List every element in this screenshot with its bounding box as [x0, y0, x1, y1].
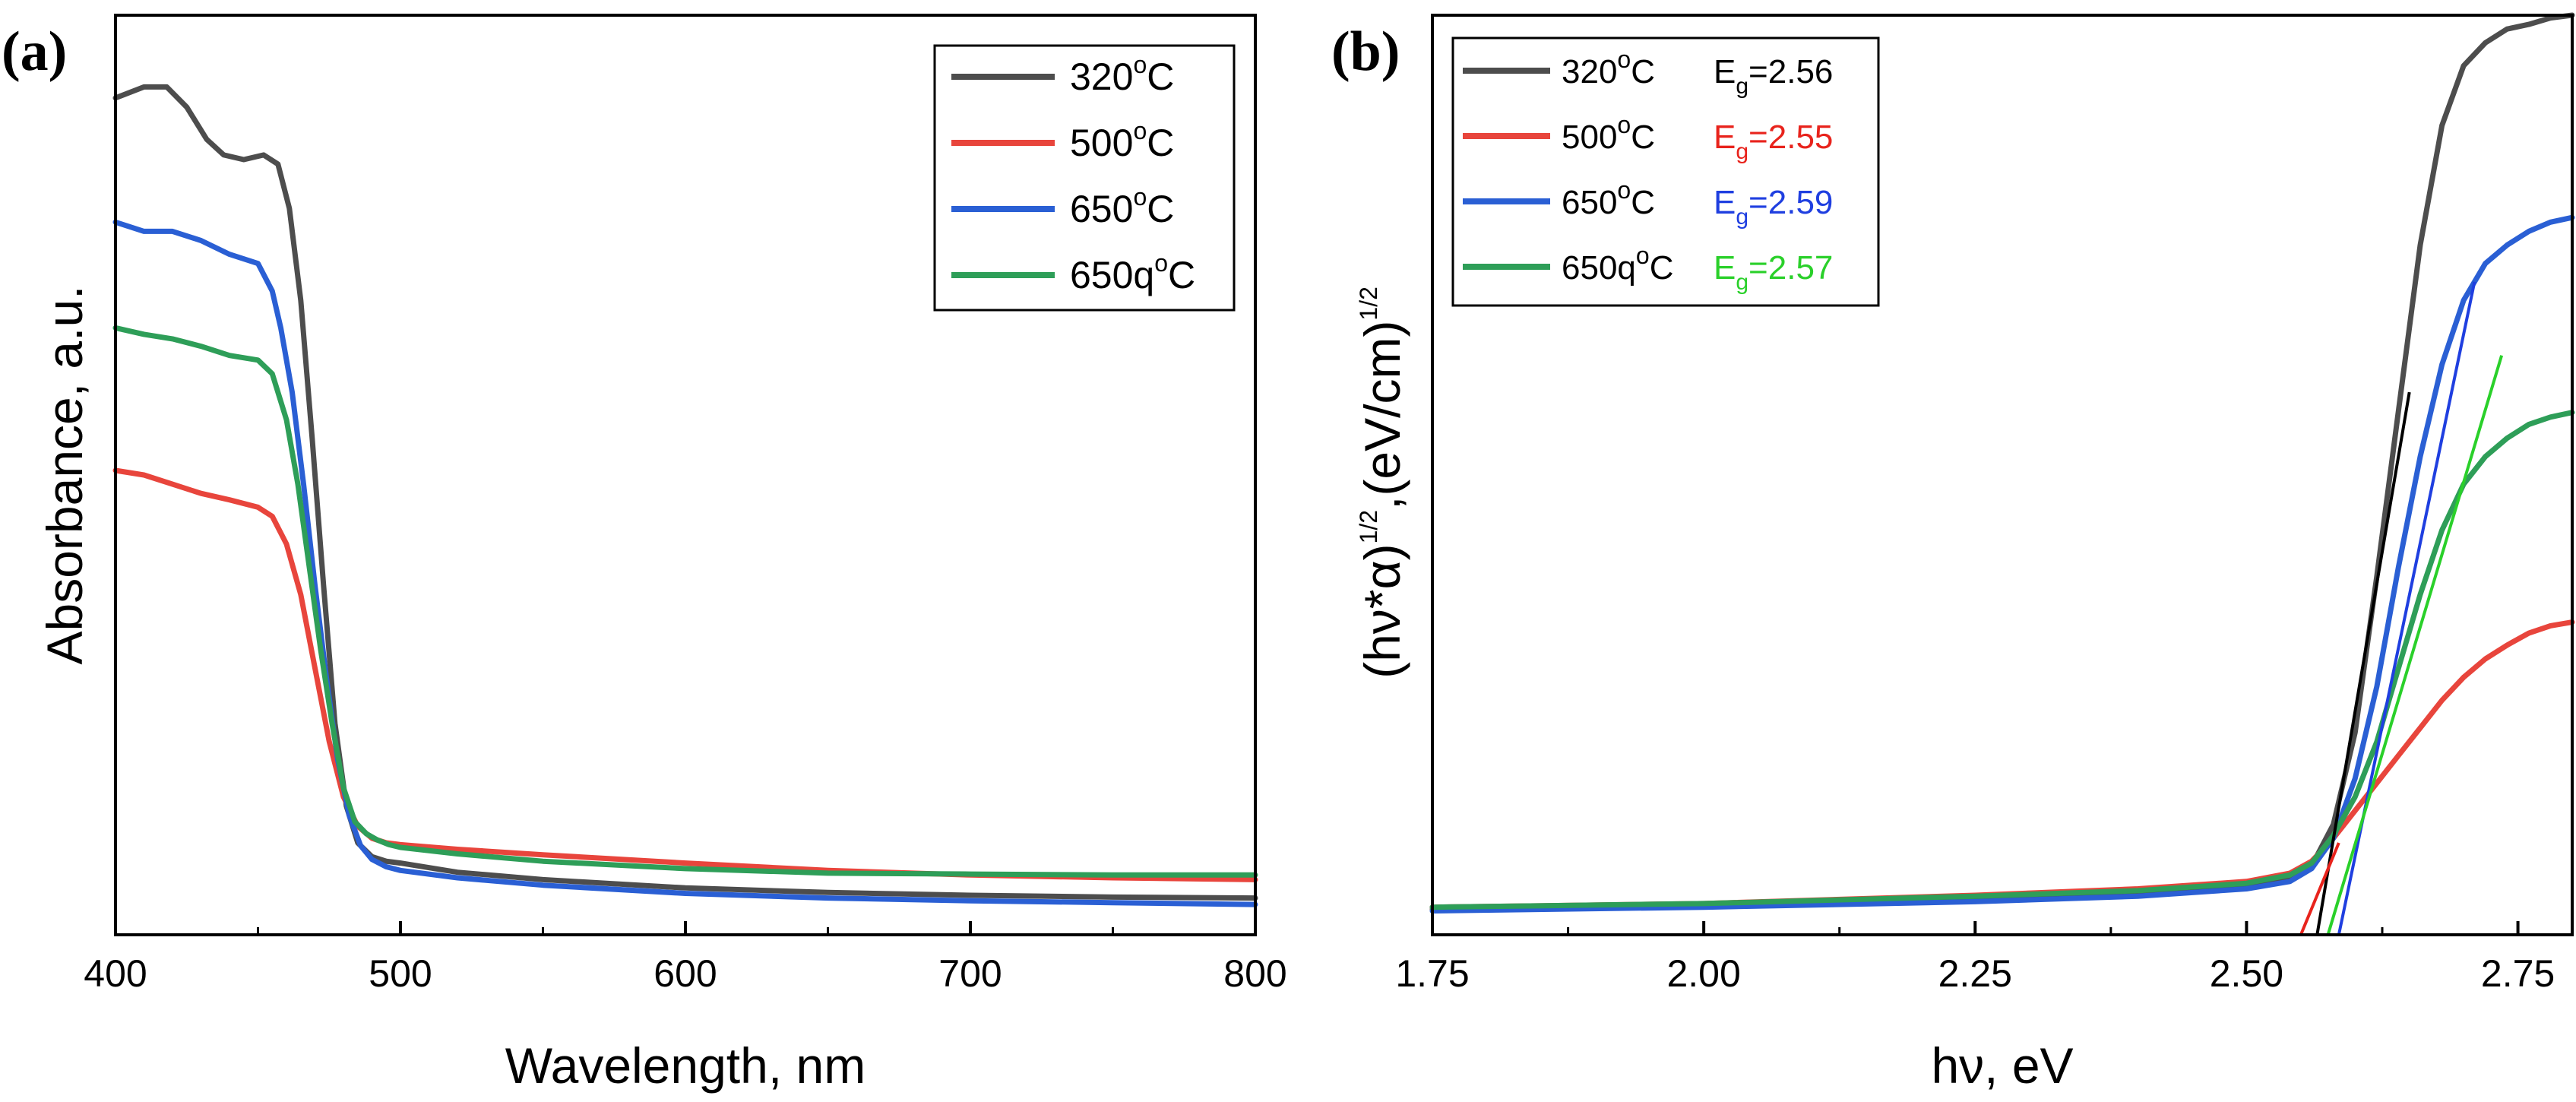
svg-text:320oC: 320oC — [1070, 51, 1174, 98]
legend-label-500-b: 500 — [1562, 119, 1617, 156]
panel-a-series-line-500 — [112, 467, 1258, 882]
eg-sub-320: g — [1736, 74, 1748, 99]
legend-degree-650: o — [1133, 183, 1147, 211]
panel-b-y-axis-title-main: (hν*α) — [1354, 543, 1410, 679]
eg-sub-500: g — [1736, 139, 1748, 164]
legend-unit-500-b: C — [1631, 119, 1655, 156]
panel-a-frame — [114, 14, 1257, 936]
legend-unit-500: C — [1147, 122, 1174, 164]
legend-entry-500: 500oC — [951, 117, 1174, 164]
svg-text:500oC: 500oC — [1562, 111, 1655, 156]
legend-entry-500-b: 500oC Eg=2.55 — [1463, 111, 1833, 164]
eg-value-650q: =2.57 — [1748, 249, 1833, 287]
legend-unit-320: C — [1147, 55, 1174, 98]
panel-a-series-line-650q — [112, 325, 1258, 878]
legend-entry-650q-b: 650qoC Eg=2.57 — [1463, 242, 1833, 295]
panel-a-x-tick-label-1: 500 — [369, 952, 432, 995]
panel-a-x-axis-title: Wavelength, nm — [505, 1037, 866, 1094]
eg-sub-650q: g — [1736, 270, 1748, 295]
legend-unit-650-b: C — [1631, 184, 1655, 221]
svg-text:650qoC: 650qoC — [1070, 249, 1195, 296]
panel-a: (a) 400 500 600 700 800 Wavelength, nm Absor… — [2, 14, 1287, 1094]
svg-text:Eg=2.59: Eg=2.59 — [1714, 184, 1833, 230]
eg-sub-650: g — [1736, 204, 1748, 230]
panel-b-fit-line-3 — [2326, 355, 2504, 936]
panel-a-x-ticks: 400 500 600 700 800 — [84, 921, 1287, 995]
legend-degree-650-b: o — [1617, 176, 1631, 204]
panel-b-y-axis-title-exp2: 1/2 — [1355, 287, 1382, 320]
panel-b-fit-line-0 — [2315, 391, 2411, 936]
svg-text:500oC: 500oC — [1070, 117, 1174, 164]
eg-label-650: E — [1714, 184, 1736, 221]
panel-b-x-tick-label-2: 2.25 — [1938, 952, 2012, 995]
legend-label-500: 500 — [1070, 122, 1133, 164]
panel-b-fit-line-1 — [2299, 842, 2340, 936]
panel-b-fit-line-2 — [2337, 281, 2476, 936]
legend-unit-650q: C — [1168, 254, 1195, 296]
eg-label-500: E — [1714, 119, 1736, 156]
panel-b-y-axis-title-exp1: 1/2 — [1355, 510, 1382, 543]
panel-a-x-tick-label-0: 400 — [84, 952, 147, 995]
panel-b-y-axis-title-unit: ,(eV/cm) — [1354, 321, 1410, 510]
panel-a-legend: 320oC 500oC 650oC 650qoC — [933, 44, 1236, 312]
legend-label-650q-b: 650q — [1562, 249, 1636, 287]
panel-b-fit-lines — [2299, 281, 2504, 936]
eg-value-650: =2.59 — [1748, 184, 1833, 221]
svg-text:650oC: 650oC — [1070, 183, 1174, 230]
panel-b-series-line-650 — [1429, 214, 2575, 914]
legend-degree-320-b: o — [1617, 46, 1631, 73]
panel-a-y-axis-title: Absorbance, a.u. — [36, 286, 93, 665]
svg-text:Eg=2.55: Eg=2.55 — [1714, 119, 1833, 164]
panel-b-x-tick-label-0: 1.75 — [1395, 952, 1469, 995]
panel-b-x-tick-label-3: 2.50 — [2210, 952, 2283, 995]
legend-degree-650q-b: o — [1636, 242, 1650, 269]
legend-entry-650-b: 650oC Eg=2.59 — [1463, 176, 1833, 230]
eg-value-500: =2.55 — [1748, 119, 1833, 156]
panel-b-series-line-650q — [1429, 410, 2575, 910]
eg-label-320: E — [1714, 53, 1736, 90]
panel-a-legend-box — [933, 44, 1236, 312]
legend-entry-320: 320oC — [951, 51, 1174, 98]
svg-text:Eg=2.57: Eg=2.57 — [1714, 249, 1833, 295]
panel-b-x-tick-label-1: 2.00 — [1666, 952, 1740, 995]
legend-label-650q: 650q — [1070, 254, 1154, 296]
svg-text:320oC: 320oC — [1562, 46, 1655, 90]
panel-a-x-tick-label-3: 700 — [938, 952, 1002, 995]
legend-degree-650q: o — [1154, 249, 1168, 277]
panel-b-x-axis-title: hν, eV — [1931, 1037, 2073, 1094]
legend-degree-500: o — [1133, 117, 1147, 144]
panel-b-frame — [1431, 14, 2574, 936]
legend-unit-650q-b: C — [1650, 249, 1674, 287]
legend-label-650: 650 — [1070, 188, 1133, 230]
panel-a-series-line-650 — [112, 219, 1258, 907]
panel-a-label: (a) — [2, 21, 67, 83]
legend-entry-650: 650oC — [951, 183, 1174, 230]
legend-entry-320-b: 320oC Eg=2.56 — [1463, 46, 1833, 99]
panel-a-x-tick-label-2: 600 — [653, 952, 717, 995]
legend-label-320: 320 — [1070, 55, 1133, 98]
panel-b-legend: 320oC Eg=2.56 500oC Eg=2.55 650oC Eg=2.5… — [1451, 36, 1880, 307]
legend-entry-650q: 650qoC — [951, 249, 1195, 296]
panel-b-x-tick-label-4: 2.75 — [2481, 952, 2555, 995]
svg-text:(hν*α)1/2,(eV/cm)1/2: (hν*α)1/2,(eV/cm)1/2 — [1354, 287, 1410, 679]
panel-b-legend-box — [1451, 36, 1880, 307]
legend-unit-320-b: C — [1631, 53, 1655, 90]
panel-a-series-line-320 — [112, 84, 1258, 901]
legend-unit-650: C — [1147, 188, 1174, 230]
eg-value-320: =2.56 — [1748, 53, 1833, 90]
legend-degree-500-b: o — [1617, 111, 1631, 138]
svg-text:Eg=2.56: Eg=2.56 — [1714, 53, 1833, 99]
panel-b-x-ticks: 1.75 2.00 2.25 2.50 2.75 — [1395, 921, 2555, 995]
legend-label-320-b: 320 — [1562, 53, 1617, 90]
eg-label-650q: E — [1714, 249, 1736, 287]
panel-a-series — [112, 84, 1258, 907]
legend-degree-320: o — [1133, 51, 1147, 78]
panel-b-label: (b) — [1331, 21, 1400, 83]
panel-a-x-tick-label-4: 800 — [1223, 952, 1286, 995]
panel-b: (b) 1.75 2.00 2.25 2.50 2.75 hν, eV (hν*α)1/… — [1331, 12, 2575, 1094]
svg-text:650oC: 650oC — [1562, 176, 1655, 221]
legend-label-650-b: 650 — [1562, 184, 1617, 221]
svg-text:650qoC: 650qoC — [1562, 242, 1673, 287]
